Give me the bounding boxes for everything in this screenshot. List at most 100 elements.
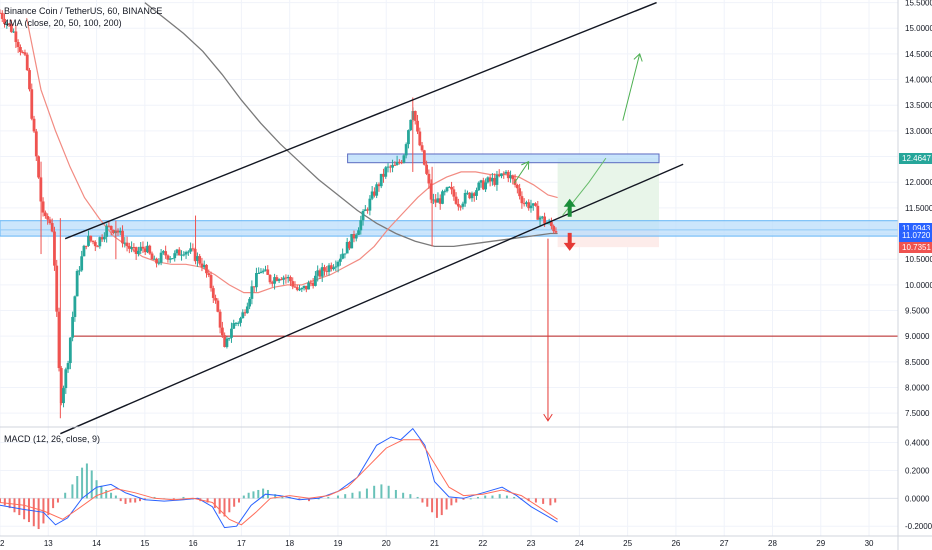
candle-down bbox=[57, 311, 61, 369]
candle-down bbox=[55, 265, 59, 312]
candle-down bbox=[150, 253, 154, 260]
candle-down bbox=[25, 54, 29, 71]
price-tick-label: 13.0000 bbox=[905, 127, 932, 136]
macd-histogram-bar bbox=[143, 498, 146, 500]
candle-up bbox=[504, 171, 508, 174]
macd-histogram-bar bbox=[549, 498, 552, 506]
macd-histogram-bar bbox=[124, 498, 127, 504]
candle-up bbox=[350, 234, 354, 249]
candle-down bbox=[23, 52, 27, 55]
time-tick-label: 28 bbox=[768, 539, 777, 548]
small-up-arrow bbox=[513, 161, 530, 184]
candle-down bbox=[37, 156, 40, 178]
macd-histogram-bar bbox=[85, 463, 88, 499]
macd-histogram-bar bbox=[344, 494, 347, 499]
candle-down bbox=[520, 196, 524, 204]
macd-histogram-bar bbox=[100, 485, 103, 499]
candle-up bbox=[232, 323, 236, 329]
candle-down bbox=[329, 265, 333, 270]
candle-up bbox=[168, 258, 172, 260]
candle-up bbox=[234, 322, 238, 324]
moving-average-gray bbox=[144, 2, 558, 248]
candle-up bbox=[409, 119, 413, 131]
candle-down bbox=[143, 248, 147, 253]
candle-down bbox=[109, 225, 113, 230]
candle-down bbox=[9, 23, 13, 32]
macd-histogram-bar bbox=[534, 498, 537, 503]
candle-up bbox=[432, 199, 435, 201]
macd-histogram-bar bbox=[435, 498, 438, 518]
candle-up bbox=[137, 250, 140, 254]
candle-up bbox=[300, 288, 304, 290]
candle-down bbox=[214, 297, 217, 301]
macd-histogram-bar bbox=[76, 476, 79, 499]
candle-up bbox=[500, 173, 503, 177]
candle-down bbox=[275, 277, 279, 281]
candle-down bbox=[511, 175, 515, 180]
candle-down bbox=[53, 231, 56, 266]
candle-down bbox=[416, 120, 419, 132]
macd-histogram-bar bbox=[71, 484, 74, 499]
candle-up bbox=[255, 273, 258, 288]
candle-down bbox=[397, 161, 401, 163]
candle-up bbox=[250, 286, 254, 299]
candle-up bbox=[239, 318, 242, 323]
candle-up bbox=[343, 253, 347, 255]
candle-down bbox=[268, 274, 272, 283]
macd-histogram-bar bbox=[513, 496, 516, 499]
macd-histogram-bar bbox=[206, 498, 209, 503]
candle-down bbox=[48, 219, 52, 224]
drop-arrow-head bbox=[543, 413, 553, 422]
candle-up bbox=[80, 256, 84, 271]
candle-down bbox=[127, 245, 131, 249]
candle-down bbox=[41, 201, 45, 213]
candle-down bbox=[543, 216, 546, 224]
macd-histogram-bar bbox=[262, 488, 265, 499]
macd-histogram-bar bbox=[56, 498, 59, 503]
candle-down bbox=[46, 216, 50, 220]
candle-down bbox=[191, 248, 195, 250]
candle-up bbox=[441, 191, 444, 204]
candle-down bbox=[522, 203, 526, 205]
symbol-legend: Binance Coin / TetherUS, 60, BINANCE bbox=[4, 6, 163, 16]
candle-up bbox=[345, 241, 349, 254]
time-tick-label: 14 bbox=[92, 539, 101, 548]
macd-histogram-bar bbox=[95, 480, 98, 499]
target-arrow-head bbox=[633, 52, 643, 62]
time-tick-label: 17 bbox=[237, 539, 246, 548]
macd-histogram-bar bbox=[3, 498, 6, 506]
candle-up bbox=[118, 230, 122, 233]
macd-histogram-bar bbox=[134, 498, 137, 503]
macd-histogram-bar bbox=[469, 498, 472, 500]
candle-up bbox=[529, 205, 533, 209]
macd-histogram-bar bbox=[358, 491, 361, 499]
macd-histogram-bar bbox=[252, 491, 255, 499]
macd-histogram-bar bbox=[139, 498, 142, 502]
candle-down bbox=[534, 203, 537, 206]
candle-up bbox=[64, 369, 68, 389]
price-tick-label: 7.5000 bbox=[905, 409, 930, 418]
candle-down bbox=[218, 311, 222, 328]
macd-histogram-bar bbox=[402, 492, 405, 499]
trend-drawings bbox=[60, 1, 684, 435]
macd-histogram-bar bbox=[476, 496, 479, 499]
candle-up bbox=[68, 337, 72, 364]
candle-up bbox=[531, 203, 535, 206]
candle-down bbox=[96, 246, 99, 248]
candle-down bbox=[515, 184, 519, 189]
candle-down bbox=[506, 171, 510, 179]
candle-down bbox=[3, 18, 6, 25]
candle-up bbox=[316, 270, 320, 276]
candle-up bbox=[391, 164, 394, 168]
candle-up bbox=[230, 328, 233, 338]
indicator-legend: 4MA (close, 20, 50, 100, 200) bbox=[4, 18, 122, 28]
candle-up bbox=[157, 262, 161, 264]
candle-up bbox=[395, 161, 399, 165]
price-candles bbox=[0, 9, 558, 419]
time-tick-label: 23 bbox=[527, 539, 536, 548]
candle-down bbox=[279, 279, 283, 281]
candle-down bbox=[373, 191, 376, 196]
time-tick-label: 15 bbox=[140, 539, 149, 548]
candle-up bbox=[202, 264, 206, 268]
